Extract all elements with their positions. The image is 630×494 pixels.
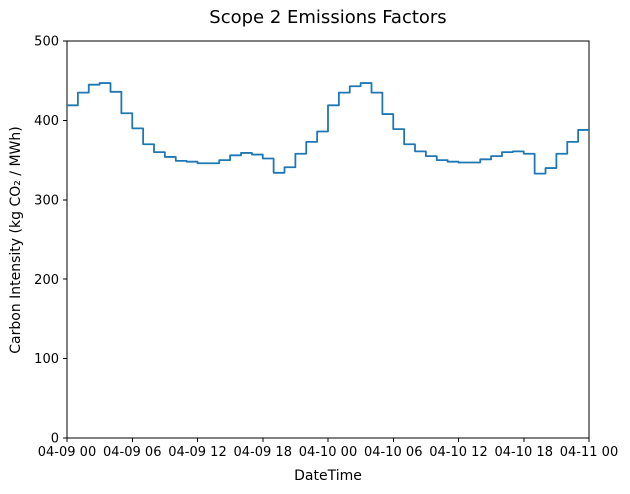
emissions-step-line: [67, 82, 589, 175]
chart-title: Scope 2 Emissions Factors: [209, 7, 447, 28]
x-tick-label: 04-10 18: [495, 445, 553, 460]
x-tick-label: 04-11 00: [560, 445, 618, 460]
y-tick-label: 500: [34, 35, 59, 50]
y-tick-label: 0: [51, 432, 59, 447]
y-tick-label: 100: [34, 352, 59, 367]
x-tick-label: 04-09 00: [38, 445, 96, 460]
x-axis-label: DateTime: [294, 468, 362, 484]
y-tick-label: 400: [34, 114, 59, 129]
x-tick-label: 04-10 00: [299, 445, 357, 460]
x-tick-label: 04-09 12: [168, 445, 226, 460]
x-tick-label: 04-09 18: [234, 445, 292, 460]
y-tick-label: 300: [34, 193, 59, 208]
y-axis-label: Carbon Intensity (kg CO₂ / MWh): [8, 126, 24, 354]
x-tick-label: 04-09 06: [103, 445, 161, 460]
x-tick-label: 04-10 12: [429, 445, 487, 460]
y-tick-label: 200: [34, 273, 59, 288]
axes-spines: [66, 40, 590, 439]
x-tick-label: 04-10 06: [364, 445, 422, 460]
